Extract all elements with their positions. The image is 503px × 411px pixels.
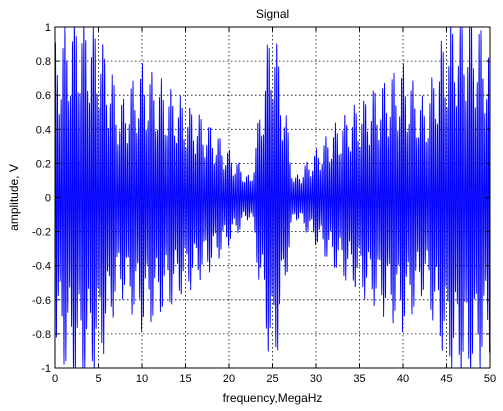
x-tick-label: 30 <box>310 373 322 385</box>
x-tick-label: 25 <box>266 373 278 385</box>
x-tick-label: 40 <box>397 373 409 385</box>
y-tick-label: 0.6 <box>36 90 51 102</box>
signal-series <box>54 26 491 369</box>
axis-ticks: 0 5 10 15 20 25 30 35 40 45 50 -1 -0.8 -0.6 -0.4 -0.2 0 0… <box>32 22 496 385</box>
x-tick-label: 15 <box>179 373 191 385</box>
y-tick-label: 0.2 <box>36 158 51 170</box>
x-tick-label: 5 <box>95 373 101 385</box>
x-tick-label: 35 <box>353 373 365 385</box>
x-tick-label: 50 <box>484 373 496 385</box>
y-tick-label: -0.8 <box>32 329 51 341</box>
x-tick-label: 0 <box>52 373 58 385</box>
y-tick-label: 1 <box>45 22 51 34</box>
y-tick-label: -0.6 <box>32 295 51 307</box>
y-tick-label: -0.2 <box>32 227 51 239</box>
x-axis-label: frequency,MegaHz <box>223 391 323 405</box>
y-tick-label: -0.4 <box>32 261 51 273</box>
signal-line <box>54 26 491 369</box>
x-tick-label: 45 <box>440 373 452 385</box>
y-tick-label: 0 <box>45 193 51 205</box>
x-tick-label: 20 <box>223 373 235 385</box>
y-axis-label: amplitude, V <box>7 164 21 231</box>
y-tick-label: 0.4 <box>36 124 51 136</box>
y-tick-label: 0.8 <box>36 56 51 68</box>
chart-title: Signal <box>256 7 289 21</box>
x-tick-label: 10 <box>136 373 148 385</box>
y-tick-label: -1 <box>41 363 51 375</box>
